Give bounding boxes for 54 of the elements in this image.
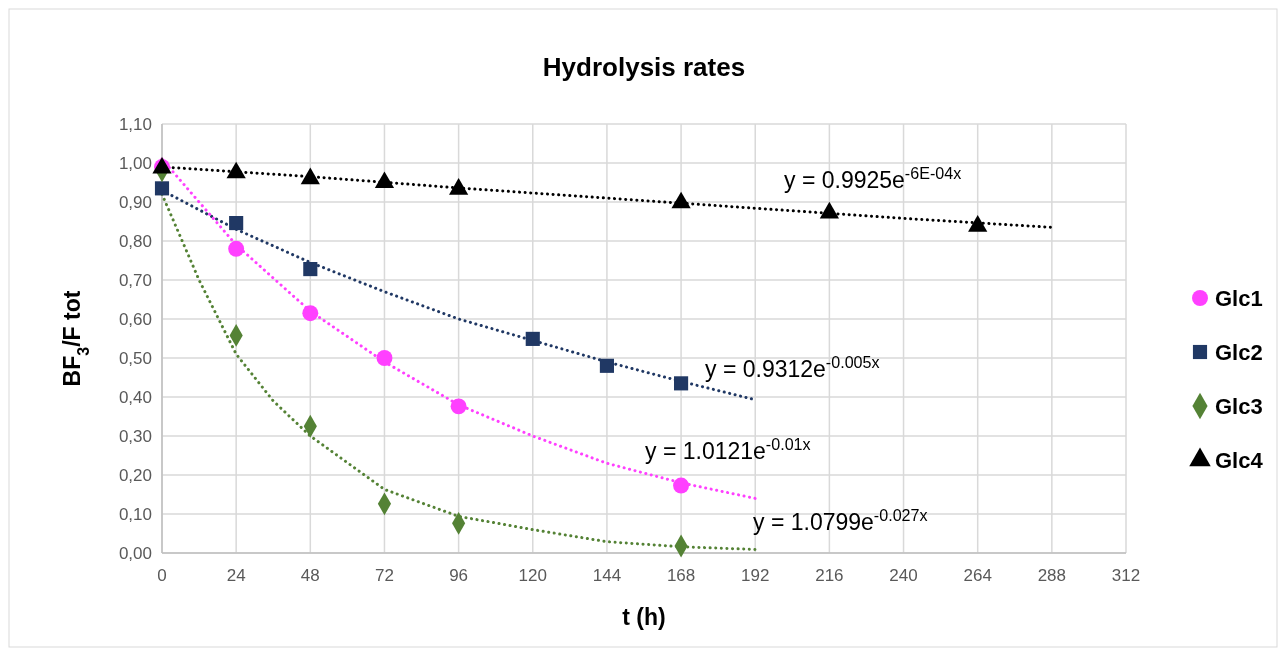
x-tick-label: 72 — [375, 566, 394, 585]
point — [449, 178, 469, 195]
point — [673, 477, 690, 494]
point — [525, 331, 540, 346]
point — [968, 215, 988, 232]
x-tick-label: 240 — [889, 566, 918, 585]
y-tick-label: 0,80 — [118, 231, 152, 251]
point — [229, 215, 244, 231]
annotation: y = 0.9312e$^{-0.005x}$ — [705, 353, 880, 382]
point — [303, 262, 318, 277]
chart-title: Hydrolysis rates — [542, 52, 746, 82]
point — [599, 358, 614, 373]
x-tick-label: 192 — [741, 566, 770, 585]
point — [154, 181, 170, 196]
point — [671, 191, 691, 209]
y-tick-label: 0,60 — [118, 309, 152, 329]
x-tick-label: 144 — [592, 566, 622, 585]
x-tick-label: 264 — [963, 566, 992, 585]
legend-label: Glc4 — [1215, 447, 1264, 473]
annotation: y = 0.9925e$^{-6E-04x}$ — [784, 164, 962, 193]
x-tick-label: 96 — [449, 566, 469, 585]
x-tick-label: 168 — [666, 566, 696, 585]
point — [300, 167, 320, 185]
y-tick-label: 1,10 — [118, 114, 152, 134]
point — [374, 171, 395, 189]
y-tick-label: 0,70 — [118, 270, 152, 290]
point — [302, 305, 319, 322]
y-tick-label: 0,10 — [118, 504, 152, 524]
y-tick-label: 0,00 — [118, 543, 152, 563]
legend-label: Glc3 — [1215, 393, 1263, 419]
x-tick-label: 216 — [815, 566, 844, 585]
x-tick-label: 24 — [226, 566, 246, 585]
x-axis-title: t (h) — [622, 604, 666, 630]
legend-label: Glc1 — [1215, 285, 1263, 311]
point — [228, 240, 245, 257]
annotation: y = 1.0799e$^{-0.027x}$ — [753, 506, 928, 535]
point — [450, 398, 467, 415]
y-tick-label: 0,50 — [118, 348, 152, 368]
point — [226, 161, 246, 179]
y-tick-label: 0,30 — [118, 426, 152, 446]
y-tick-label: 1,00 — [118, 153, 152, 173]
x-tick-label: 48 — [300, 566, 320, 585]
y-tick-label: 0,40 — [118, 387, 152, 407]
x-tick-label: 0 — [157, 566, 167, 585]
point — [819, 201, 839, 219]
annotation: y = 1.0121e$^{-0.01x}$ — [645, 435, 811, 464]
x-tick-label: 312 — [1111, 566, 1141, 585]
x-tick-label: 288 — [1037, 566, 1067, 585]
point — [674, 376, 689, 391]
point — [376, 350, 393, 366]
y-tick-label: 0,20 — [118, 465, 152, 485]
x-tick-label: 120 — [518, 566, 547, 585]
legend-label: Glc2 — [1215, 339, 1263, 365]
y-tick-label: 0,90 — [118, 192, 152, 212]
